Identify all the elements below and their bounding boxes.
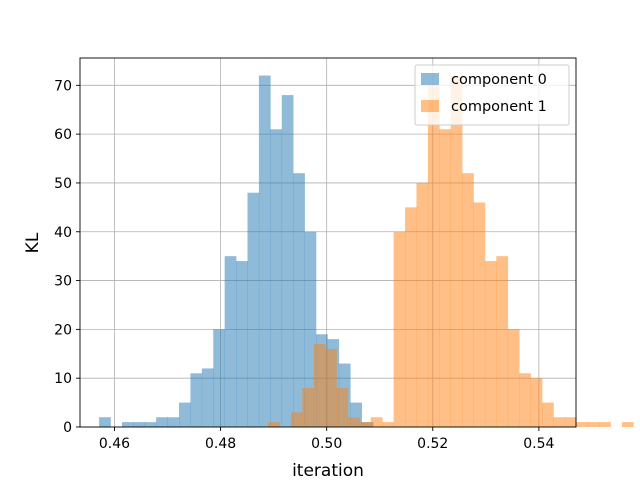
histogram-bar-component-1 xyxy=(542,402,554,427)
histogram-bar-component-1 xyxy=(427,85,440,427)
histogram-bar-component-0 xyxy=(121,422,134,427)
histogram-bar-component-1 xyxy=(290,412,303,427)
histogram-bar-component-0 xyxy=(179,402,191,427)
histogram-bar-component-0 xyxy=(144,422,157,427)
histogram-bar-component-1 xyxy=(553,417,566,427)
y-tick-label: 10 xyxy=(54,371,72,387)
histogram-bar-component-0 xyxy=(167,417,180,427)
histogram-bar-component-0 xyxy=(213,329,225,427)
legend-swatch-component-0 xyxy=(421,73,439,85)
y-tick-label: 60 xyxy=(54,127,72,143)
histogram-bar-component-1 xyxy=(519,373,531,427)
x-tick-label: 0.48 xyxy=(205,436,236,452)
x-axis-label: iteration xyxy=(292,461,364,480)
histogram-bar-component-0 xyxy=(201,368,214,427)
histogram-bar-component-1 xyxy=(450,75,463,428)
x-tick-label: 0.54 xyxy=(523,436,554,452)
histogram-bar-component-1 xyxy=(530,378,543,427)
histogram-bar-component-1 xyxy=(313,344,326,427)
histogram-bar-component-1 xyxy=(416,182,429,427)
legend-swatch-component-1 xyxy=(421,100,439,112)
histogram-bar-component-1 xyxy=(268,422,280,427)
histogram-bar-component-1 xyxy=(325,348,337,427)
histogram-bar-component-1 xyxy=(599,422,611,427)
y-tick-label: 30 xyxy=(54,274,72,290)
x-tick-label: 0.50 xyxy=(311,436,342,452)
histogram-bar-component-1 xyxy=(336,387,349,427)
x-tick-label: 0.46 xyxy=(99,436,130,452)
histogram-bar-component-1 xyxy=(382,422,394,427)
histogram-bar-component-1 xyxy=(462,173,474,427)
plot-frame xyxy=(79,57,577,428)
histogram-bar-component-0 xyxy=(247,192,260,427)
histogram-bar-component-0 xyxy=(281,95,294,427)
histogram-bar-component-1 xyxy=(564,417,577,427)
y-tick-label: 0 xyxy=(63,420,72,436)
histogram-bar-component-0 xyxy=(350,402,362,427)
x-tick-label: 0.52 xyxy=(417,436,448,452)
histogram-bar-component-1 xyxy=(473,202,486,427)
histogram-bar-component-1 xyxy=(359,422,372,427)
legend-label-component-0: component 0 xyxy=(451,72,547,88)
histogram-bar-component-0 xyxy=(270,129,283,427)
histogram-bar-component-1 xyxy=(496,256,509,427)
y-tick-label: 20 xyxy=(54,322,72,338)
y-tick-label: 70 xyxy=(54,78,72,94)
histogram-bar-component-1 xyxy=(302,387,315,427)
histogram-bar-component-0 xyxy=(224,256,237,427)
y-axis-label: KL xyxy=(23,232,43,253)
legend: component 0 component 1 xyxy=(414,64,570,126)
histogram-bar-component-1 xyxy=(621,422,634,427)
histogram-bar-component-0 xyxy=(156,417,168,427)
y-tick-label: 50 xyxy=(54,176,72,192)
histogram-bar-component-1 xyxy=(484,261,497,427)
histogram-bar-component-1 xyxy=(393,231,406,427)
histogram-bar-component-1 xyxy=(405,207,417,427)
histogram-bar-component-0 xyxy=(190,373,203,427)
histogram-bar-component-0 xyxy=(258,75,271,428)
histogram-bar-component-0 xyxy=(99,417,111,427)
histogram-bar-component-0 xyxy=(304,231,317,427)
histogram-bar-component-1 xyxy=(576,422,589,427)
legend-label-component-1: component 1 xyxy=(451,99,547,115)
y-tick-label: 40 xyxy=(54,225,72,241)
histogram-bar-component-1 xyxy=(507,329,520,427)
axis-ticks: 0.46 0.48 0.50 0.52 0.54 0 10 20 30 40 50 60 70 xyxy=(54,78,554,452)
histogram-bar-component-0 xyxy=(236,261,248,427)
histogram-bar-component-0 xyxy=(293,173,305,427)
histogram-bar-component-1 xyxy=(370,417,383,427)
bars xyxy=(99,75,634,428)
legend-box xyxy=(414,64,570,126)
histogram-bar-component-0 xyxy=(133,422,146,427)
histogram-bar-component-1 xyxy=(347,417,360,427)
histogram-bar-component-1 xyxy=(587,422,600,427)
histogram-bar-component-1 xyxy=(439,129,452,427)
